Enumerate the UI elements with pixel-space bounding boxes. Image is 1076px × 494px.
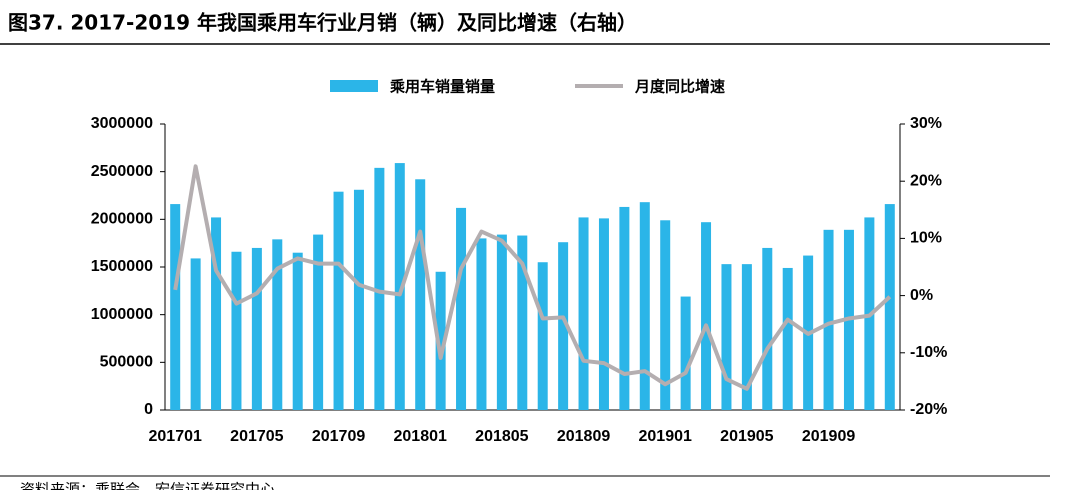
bar: [374, 167, 385, 410]
bar: [170, 204, 181, 410]
bar: [598, 218, 609, 410]
y-tick-label: 1500000: [91, 258, 153, 275]
x-tick-label: 201805: [475, 428, 528, 445]
bar: [231, 251, 242, 410]
bar: [190, 258, 201, 410]
y2-tick-label: 0%: [910, 287, 933, 304]
legend-label: 月度同比增速: [634, 78, 725, 96]
bar: [782, 267, 793, 410]
bar: [701, 222, 712, 410]
x-tick-label: 201709: [312, 428, 365, 445]
y-tick-label: 500000: [100, 354, 153, 371]
y-tick-label: 3000000: [91, 115, 153, 132]
bar: [823, 229, 834, 410]
bar: [272, 239, 283, 410]
y-tick-label: 2500000: [91, 163, 153, 180]
chart-title: 图37. 2017-2019 年我国乘用车行业月销（辆）及同比增速（右轴）: [8, 11, 637, 35]
bar: [537, 262, 548, 410]
bar: [639, 202, 650, 410]
legend-label: 乘用车销量销量: [389, 78, 495, 96]
bar: [762, 247, 773, 410]
y2-tick-label: 20%: [910, 172, 942, 189]
bar: [496, 234, 507, 410]
bar: [741, 264, 752, 410]
y2-tick-label: -10%: [910, 344, 947, 361]
bar: [333, 191, 344, 410]
bar: [680, 296, 691, 410]
bar: [476, 238, 487, 410]
x-tick-label: 201901: [639, 428, 692, 445]
bar: [721, 264, 732, 410]
bar: [558, 242, 569, 410]
bar: [884, 204, 895, 410]
bar: [211, 217, 222, 410]
y-tick-label: 1000000: [91, 306, 153, 323]
y2-tick-label: 30%: [910, 115, 942, 132]
x-tick-label: 201705: [230, 428, 283, 445]
bar: [415, 179, 426, 410]
bar: [517, 235, 528, 410]
bar: [251, 247, 262, 410]
bar: [313, 234, 324, 410]
y2-tick-label: 10%: [910, 230, 942, 247]
line: [173, 164, 892, 391]
x-tick-label: 201809: [557, 428, 610, 445]
legend-swatch: [330, 80, 378, 92]
y2-tick-label: -20%: [910, 401, 947, 418]
bar: [456, 207, 467, 410]
source-note: 资料来源：乘联会，宏信证券研究中心: [20, 481, 275, 491]
bar: [435, 271, 446, 410]
x-tick-label: 201905: [720, 428, 773, 445]
x-tick-label: 201909: [802, 428, 855, 445]
bar: [353, 189, 364, 410]
x-tick-label: 201701: [149, 428, 202, 445]
bar: [660, 220, 671, 410]
x-tick-label: 201801: [394, 428, 447, 445]
y-tick-label: 2000000: [91, 211, 153, 228]
bar: [619, 206, 630, 410]
y-tick-label: 0: [144, 401, 153, 418]
bar: [578, 217, 589, 410]
bar: [292, 252, 303, 410]
bar: [394, 163, 405, 410]
